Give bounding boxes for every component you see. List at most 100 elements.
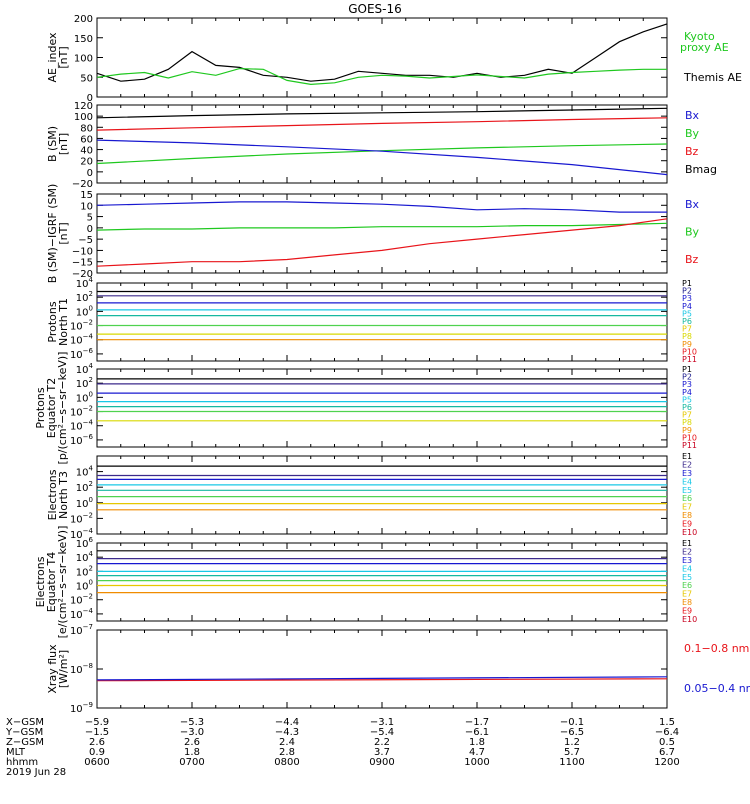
series-line [96,218,668,267]
footer-value: −4.4 [275,717,299,728]
legend-entry: P7 [682,325,692,334]
y-tick-label: 20 [80,157,93,168]
legend-entry: E9 [682,607,692,616]
legend-entry: Bz [685,145,699,158]
y-axis-label: ProtonsEquator T2[p/(cm²−s−sr−keV)] [34,352,69,465]
legend-entry: E2 [682,460,692,469]
y-tick-label: 10−8 [70,662,93,676]
footer-value: 6.7 [659,747,675,758]
y-axis-label: ProtonsNorth T1 [46,298,70,346]
legend-entry: P11 [682,441,697,450]
series-line [96,222,668,231]
y-tick-label: 102 [76,564,93,578]
legend-entry: E3 [682,556,692,565]
footer-value: 2.8 [279,747,295,758]
panel-frame [96,17,668,98]
y-tick-label: 15 [80,190,93,201]
footer-date: 2019 Jun 28 [6,767,66,778]
legend-entry: E5 [682,486,692,495]
legend-entry: 0.1−0.8 nm [684,642,749,655]
legend-entry: P5 [682,395,692,404]
footer-value: −5.4 [370,727,394,738]
legend-entry: Bmag [685,163,717,176]
footer-value: −3.1 [370,717,394,728]
y-tick-label: −20 [72,179,93,190]
footer-row-label: Y−GSM [5,727,43,738]
y-tick-label: 104 [76,276,94,290]
legend-entry: E5 [682,573,692,582]
y-tick-label: 10−7 [70,623,93,637]
footer-row-label: Z−GSM [6,737,44,748]
legend-entry: E3 [682,469,692,478]
legend-entry: Kyoto [684,30,715,43]
legend-entry: Bx [685,198,700,211]
y-tick-label: 100 [76,496,93,510]
footer-value: 0700 [179,757,204,768]
y-tick-label: 10−2 [70,593,93,607]
legend-entry: E2 [682,547,692,556]
legend-entry: P10 [682,433,697,442]
panel-frame [96,542,668,622]
y-tick-label: 10−4 [70,333,94,347]
legend-entry: E7 [682,503,692,512]
footer-ephemeris: X−GSMY−GSMZ−GSMMLThhmm−5.9−1.52.60.90600… [5,717,680,778]
y-tick-label: 0 [87,168,93,179]
y-tick-label: 10−6 [70,347,94,361]
legend-entry: proxy AE [680,41,729,54]
legend-entry: P5 [682,309,692,318]
legend-entry: E9 [682,520,692,529]
footer-value: 0900 [369,757,394,768]
y-axis-label: B (SM)[nT] [46,126,70,162]
footer-value: 4.7 [469,747,485,758]
legend-entry: P3 [682,294,692,303]
footer-value: −0.1 [560,717,584,728]
y-tick-label: 0 [87,224,93,235]
panel-frame [96,282,668,362]
footer-value: 1000 [464,757,489,768]
legend-entry: By [685,226,700,239]
panel-frame [96,368,668,448]
y-tick-label: 10−9 [70,701,93,715]
series-line [96,201,667,213]
series-line [96,678,668,682]
footer-value: 1.2 [564,737,580,748]
footer-value: 2.6 [89,737,105,748]
legend-entry: P4 [682,302,692,311]
y-tick-label: 10−4 [70,419,94,433]
panel-frame [96,104,668,184]
y-tick-label: 100 [74,112,93,123]
y-tick-label: 10−2 [70,511,93,525]
series-line [96,117,668,131]
y-tick-label: 100 [76,390,93,404]
legend-entry: Bx [685,109,700,122]
footer-value: −5.9 [85,717,109,728]
y-tick-label: 200 [74,14,93,25]
series-line [96,676,668,681]
legend-entry: P1 [682,279,692,288]
legend-entry: E8 [682,511,692,520]
footer-value: −3.0 [180,727,204,738]
series-line [96,23,668,82]
footer-value: −4.3 [275,727,299,738]
legend-entry: Bz [685,253,699,266]
footer-value: −6.1 [465,727,489,738]
legend-entry: P9 [682,340,692,349]
y-tick-label: 5 [87,213,93,224]
legend-entry: E4 [682,564,692,573]
legend-entry: E6 [682,581,692,590]
legend-entry: E7 [682,590,692,599]
y-axis-label: ElectronsEquator T4[e/(cm²−s−sr−keV)] [34,526,69,639]
y-tick-label: 104 [76,362,94,376]
y-tick-label: 10−6 [70,433,94,447]
footer-value: 0.9 [89,747,105,758]
y-tick-label: 0 [87,93,93,104]
y-tick-label: 10 [80,201,93,212]
y-axis-label: ElectronsNorth T3 [46,469,70,520]
legend-entry: P6 [682,403,692,412]
